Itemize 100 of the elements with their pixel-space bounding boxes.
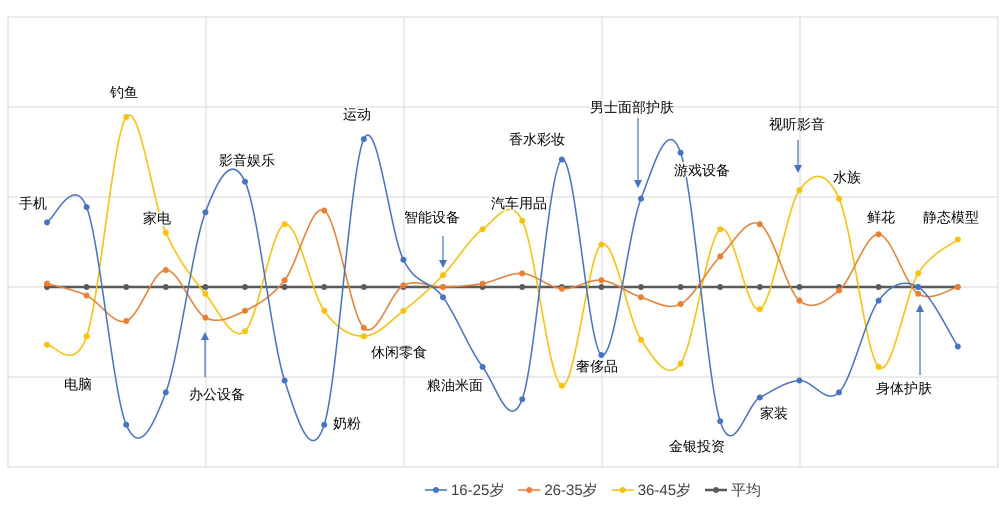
point: [638, 294, 644, 300]
point: [796, 187, 802, 194]
annotation: 身体护肤: [876, 380, 932, 396]
annotation: 鲜花: [867, 209, 895, 225]
point: [678, 284, 684, 290]
point: [84, 292, 90, 298]
point: [717, 418, 724, 424]
point: [598, 284, 604, 290]
point: [678, 150, 684, 156]
legend-label: 平均: [731, 482, 762, 499]
point: [440, 272, 446, 278]
point: [360, 136, 367, 142]
point: [282, 284, 288, 290]
point: [202, 314, 208, 321]
legend-label: 26-35岁: [544, 482, 598, 499]
point: [400, 256, 406, 263]
legend-label: 16-25岁: [450, 482, 504, 499]
point: [123, 422, 130, 428]
point: [756, 394, 763, 400]
point: [638, 336, 644, 343]
point: [678, 360, 684, 366]
point: [44, 219, 50, 226]
point: [756, 306, 763, 312]
annotation: 家装: [760, 405, 788, 421]
point: [717, 253, 724, 260]
annotation: 运动: [343, 106, 371, 122]
point: [242, 328, 248, 334]
point: [282, 378, 288, 384]
point: [202, 209, 208, 216]
annotation: 奢侈品: [576, 358, 618, 374]
point: [162, 230, 169, 236]
point: [440, 294, 446, 300]
annotation: 办公设备: [189, 386, 245, 402]
point: [519, 270, 526, 276]
point: [915, 270, 922, 276]
annotation: 休闲零食: [371, 344, 427, 360]
annotation: 影音娱乐: [219, 152, 275, 168]
point: [321, 208, 328, 214]
point: [717, 226, 724, 232]
annotation: 静态模型: [923, 209, 979, 225]
point: [321, 308, 328, 314]
point: [876, 231, 882, 238]
point: [123, 114, 130, 120]
point: [836, 287, 842, 294]
point: [756, 284, 763, 290]
point: [717, 284, 724, 290]
point: [480, 364, 486, 370]
point: [678, 301, 684, 307]
point: [519, 284, 526, 290]
point: [123, 318, 130, 324]
point: [162, 389, 169, 396]
point: [202, 290, 208, 297]
point: [242, 178, 248, 185]
point: [598, 242, 604, 248]
point: [282, 277, 288, 284]
point: [84, 204, 90, 210]
point: [480, 226, 486, 232]
legend-label: 36-45岁: [638, 482, 692, 499]
annotation: 水族: [833, 169, 861, 185]
point: [242, 284, 248, 290]
point: [321, 284, 328, 290]
point: [796, 298, 802, 304]
point: [638, 284, 644, 290]
point: [162, 267, 169, 273]
point: [638, 196, 644, 202]
point: [876, 284, 882, 290]
point: [598, 277, 604, 284]
point: [756, 221, 763, 228]
point: [360, 333, 367, 340]
annotation: 粮油米面: [427, 377, 483, 393]
annotation: 汽车用品: [491, 195, 547, 211]
point: [480, 280, 486, 287]
annotation: 电脑: [64, 376, 92, 392]
annotation: 香水彩妆: [509, 131, 565, 147]
point: [321, 422, 328, 428]
point: [84, 284, 90, 290]
point: [84, 333, 90, 340]
annotation: 智能设备: [404, 209, 460, 225]
point: [360, 284, 367, 290]
point: [558, 156, 565, 162]
point: [598, 352, 604, 358]
point: [796, 284, 802, 290]
point: [360, 324, 367, 331]
point: [954, 344, 961, 350]
text: 钓鱼: [109, 84, 138, 100]
annotation: 奶粉: [333, 415, 361, 431]
point: [836, 389, 842, 396]
point: [44, 280, 50, 287]
point: [876, 364, 882, 370]
point: [400, 308, 406, 314]
point: [44, 342, 50, 348]
annotation: 视听影音: [769, 116, 825, 132]
point: [519, 218, 526, 224]
point: [796, 378, 802, 384]
annotation: 手机: [19, 195, 47, 211]
text: 金银投资: [669, 438, 725, 454]
text: 男士面部护肤: [590, 99, 674, 115]
point: [202, 284, 208, 290]
point: [558, 382, 565, 389]
point: [876, 298, 882, 304]
